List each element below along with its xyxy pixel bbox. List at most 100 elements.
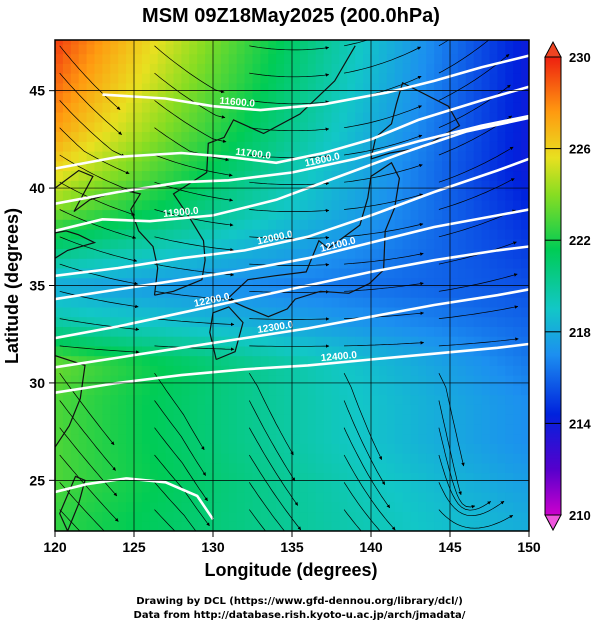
heat-cell [197, 511, 206, 522]
heat-cell [473, 297, 483, 308]
heat-cell [149, 511, 159, 522]
heat-cell [426, 248, 435, 259]
heat-cell [355, 121, 364, 133]
heat-cell [418, 238, 427, 249]
heat-cell [457, 131, 467, 142]
heat-cell [505, 268, 514, 279]
heat-cell [505, 521, 514, 531]
heat-cell [513, 180, 522, 191]
heat-cell [410, 345, 419, 357]
heat-cell [371, 53, 380, 64]
heat-cell [497, 375, 506, 386]
heat-cell [149, 443, 159, 454]
heat-cell [426, 53, 435, 64]
heat-cell [505, 423, 514, 435]
heat-cell [228, 394, 238, 405]
heat-cell [363, 365, 372, 376]
heat-cell [165, 190, 175, 201]
heat-cell [236, 453, 246, 464]
heat-cell [149, 423, 159, 435]
heat-cell [418, 131, 427, 142]
heat-cell [371, 268, 380, 279]
heat-cell [418, 345, 427, 357]
heat-cell [236, 190, 246, 201]
heat-cell [402, 404, 412, 415]
heat-cell [252, 238, 261, 249]
heat-cell [55, 443, 64, 454]
heat-cell [481, 151, 491, 162]
heat-cell [102, 462, 111, 474]
heat-cell [134, 53, 143, 64]
heat-cell [299, 443, 309, 454]
heat-cell [292, 63, 301, 74]
heat-cell [86, 521, 96, 531]
heat-cell [465, 160, 475, 172]
heat-cell [165, 63, 175, 74]
heat-cell [347, 92, 356, 103]
heat-cell [189, 297, 198, 308]
heat-cell [505, 404, 514, 415]
heat-cell [299, 277, 309, 288]
heat-cell [236, 268, 246, 279]
heat-cell [521, 141, 529, 152]
heat-cell [315, 229, 325, 240]
heat-cell [102, 268, 111, 279]
heat-cell [205, 384, 214, 396]
heat-cell [386, 394, 396, 405]
heat-cell [157, 433, 167, 444]
heat-cell [181, 521, 190, 531]
heat-cell [355, 433, 364, 444]
heat-cell [189, 190, 198, 201]
heat-cell [355, 238, 364, 249]
heat-cell [386, 277, 396, 288]
heat-cell [110, 43, 119, 55]
heat-cell [55, 355, 64, 366]
heat-cell [378, 92, 388, 103]
heat-cell [465, 238, 475, 249]
heat-cell [450, 501, 459, 513]
heat-cell [197, 365, 206, 376]
heat-cell [323, 297, 333, 308]
heat-cell [157, 316, 167, 327]
heat-cell [363, 92, 372, 103]
heat-cell [260, 190, 269, 201]
heat-cell [244, 287, 254, 298]
heat-cell [173, 404, 182, 415]
heat-cell [181, 160, 190, 172]
heat-cell [102, 180, 111, 191]
heat-cell [450, 433, 459, 444]
streamline [438, 84, 511, 129]
heat-cell [315, 336, 325, 347]
heat-cell [323, 277, 333, 288]
heat-cell [355, 316, 364, 327]
heat-cell [355, 423, 364, 435]
heat-cell [307, 112, 317, 123]
heat-cell [220, 394, 230, 405]
heat-cell [292, 394, 301, 405]
heat-cell [213, 482, 222, 493]
heat-cell [70, 199, 80, 211]
heat-cell [307, 482, 317, 493]
heat-cell [323, 453, 333, 464]
heat-cell [236, 180, 246, 191]
heat-cell [418, 287, 427, 298]
heat-cell [205, 394, 214, 405]
heat-cell [118, 141, 127, 152]
heat-cell [141, 199, 151, 211]
heat-cell [378, 306, 388, 318]
heat-cell [236, 40, 246, 45]
heat-cell [110, 511, 119, 522]
heat-cell [418, 404, 427, 415]
heat-cell [220, 306, 230, 318]
heat-cell [473, 43, 483, 55]
heat-cell [220, 63, 230, 74]
heat-cell [481, 462, 491, 474]
heat-cell [402, 248, 412, 259]
heat-cell [292, 141, 301, 152]
heat-cell [252, 112, 261, 123]
heat-cell [205, 238, 214, 249]
heat-cell [307, 414, 317, 425]
heat-cell [86, 482, 96, 493]
heat-cell [307, 336, 317, 347]
heat-cell [442, 229, 451, 240]
